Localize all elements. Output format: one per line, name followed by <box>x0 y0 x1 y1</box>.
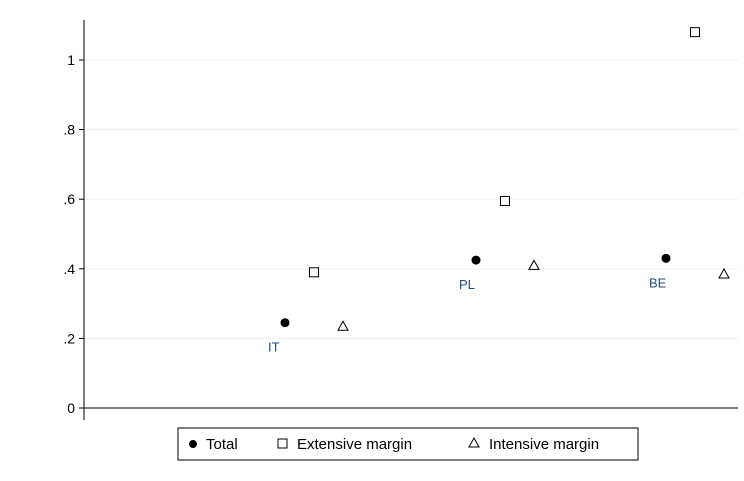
legend-label-extensive: Extensive margin <box>297 436 412 453</box>
legend: Total Extensive margin Intensive margin <box>177 427 639 461</box>
data-point-total-it <box>280 318 290 328</box>
legend-marker-total <box>189 440 197 448</box>
data-point-extensive-margin-pl <box>500 195 510 206</box>
category-label-it: IT <box>268 340 280 355</box>
data-point-extensive-margin-it <box>309 267 319 278</box>
y-tick-label: 1 <box>67 52 75 68</box>
category-label-be: BE <box>649 275 667 290</box>
data-point-intensive-margin-pl <box>528 259 540 270</box>
data-point-extensive-margin-be <box>690 27 700 38</box>
data-point-total-be <box>661 253 671 263</box>
y-axis: 0 .2 .4 .6 .8 1 <box>63 52 84 416</box>
y-tick-label: 0 <box>67 400 75 416</box>
legend-label-total: Total <box>206 436 238 453</box>
y-tick-label: .2 <box>63 330 75 346</box>
data-point-intensive-margin-it <box>337 320 349 331</box>
legend-label-intensive: Intensive margin <box>489 436 599 453</box>
grid-lines <box>84 59 738 339</box>
legend-marker-extensive <box>277 438 288 449</box>
y-tick-label: .4 <box>63 261 75 277</box>
legend-marker-intensive <box>468 436 480 448</box>
y-tick-label: .8 <box>63 122 75 138</box>
category-label-pl: PL <box>459 277 475 292</box>
data-point-intensive-margin-be <box>718 267 730 279</box>
data-point-total-pl <box>471 255 481 265</box>
legend-box <box>177 427 639 461</box>
y-tick-label: .6 <box>63 191 75 207</box>
category-labels: IT PL BE <box>268 275 667 354</box>
data-points <box>280 27 730 331</box>
